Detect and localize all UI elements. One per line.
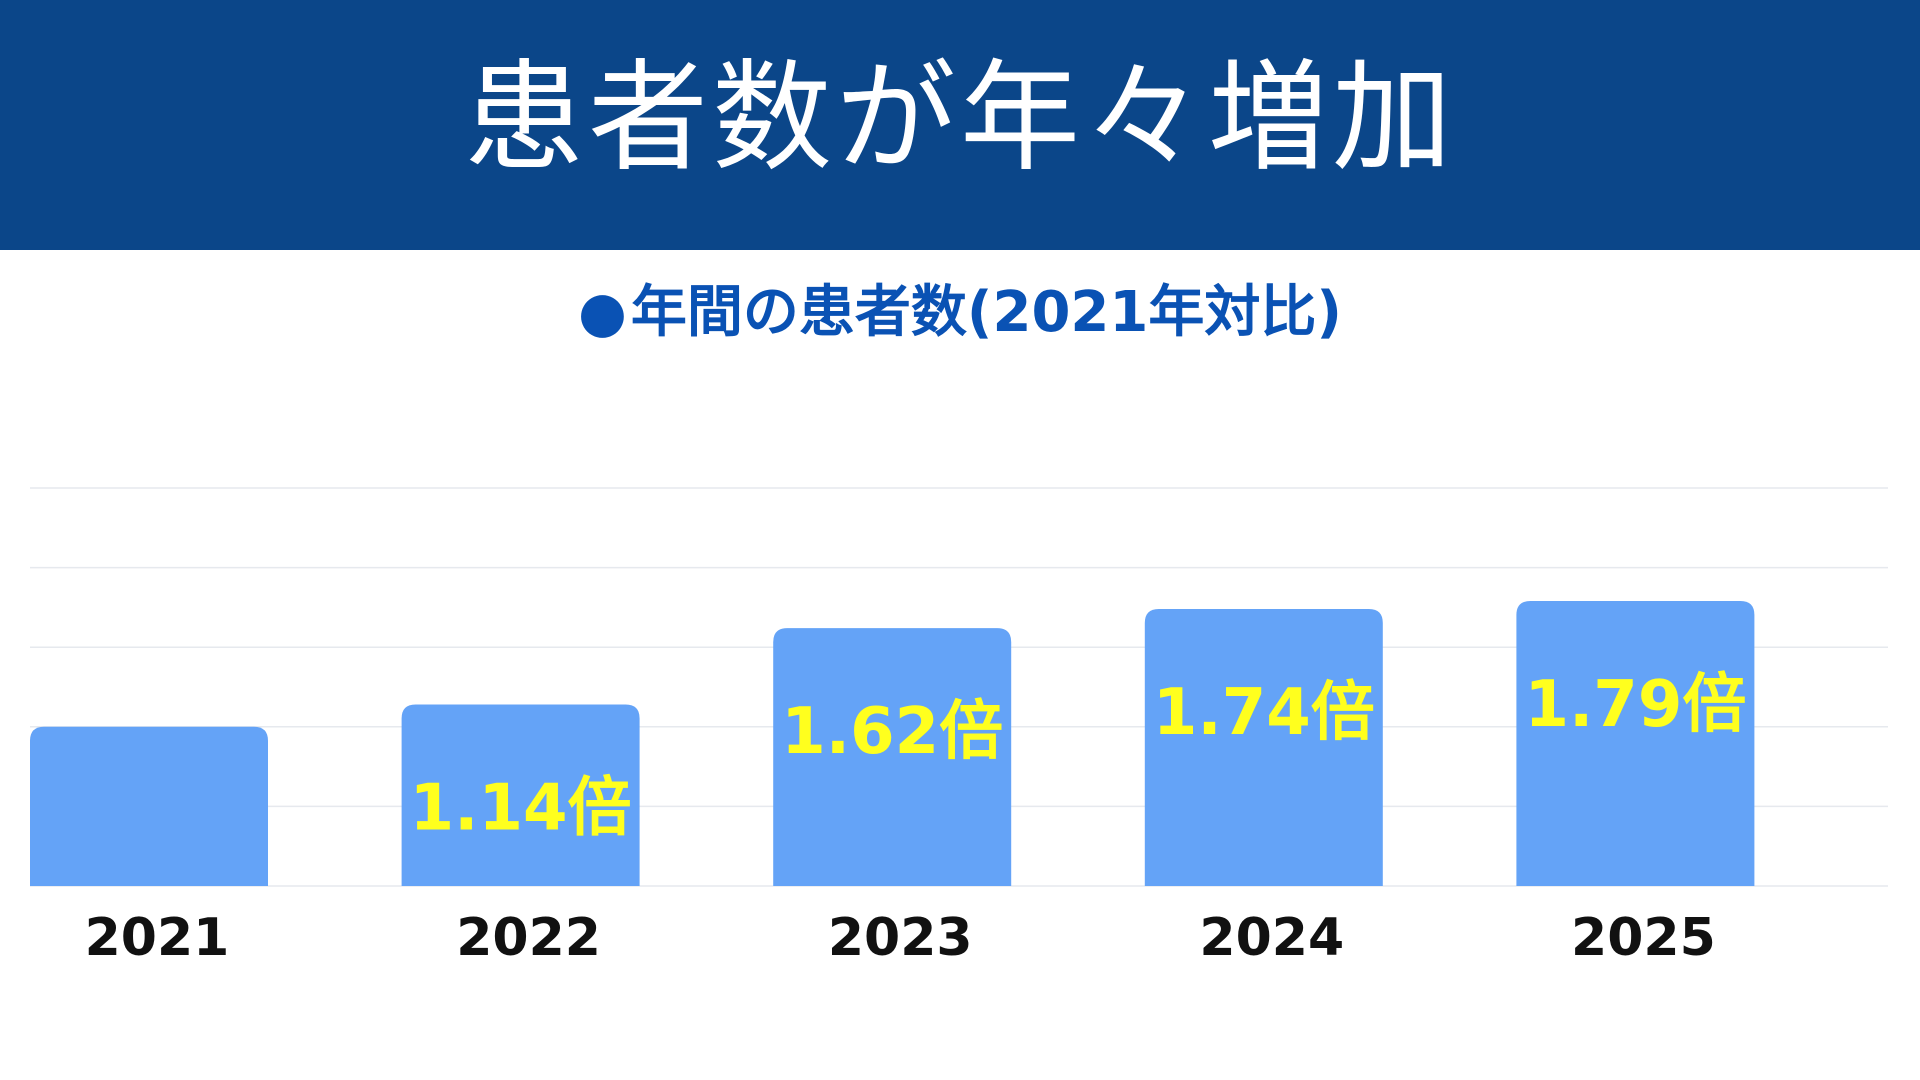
x-tick-label-2024: 2024 [1199,908,1344,968]
x-tick-label-2023: 2023 [828,908,973,968]
x-tick-label-2025: 2025 [1571,908,1716,968]
bullet-icon: ● [578,280,627,345]
data-label-2022: 1.14倍 [410,772,632,846]
chart-subtitle: ●年間の患者数(2021年対比) [0,278,1920,348]
data-label-2025: 1.79倍 [1524,668,1746,742]
x-tick-label-2021: 2021 [85,908,230,968]
chart-bars [30,601,1755,886]
chart-title: 年間の患者数(2021年対比) [630,280,1342,345]
x-tick-label-2022: 2022 [456,908,601,968]
chart-data-labels: 1.14倍 1.62倍 1.74倍 1.79倍 [410,668,1747,845]
bar-2025 [1516,601,1755,886]
title-banner: 患者数が年々増加 [0,0,1920,250]
bar-2023 [773,628,1012,886]
bar-2021 [30,726,268,886]
page-title: 患者数が年々増加 [464,49,1456,188]
bar-2024 [1144,608,1383,886]
data-label-2024: 1.74倍 [1153,676,1375,750]
data-label-2023: 1.62倍 [781,695,1003,769]
chart-x-tick-labels: 2021 2022 2023 2024 2025 [85,908,1716,968]
bar-2022 [401,704,640,886]
